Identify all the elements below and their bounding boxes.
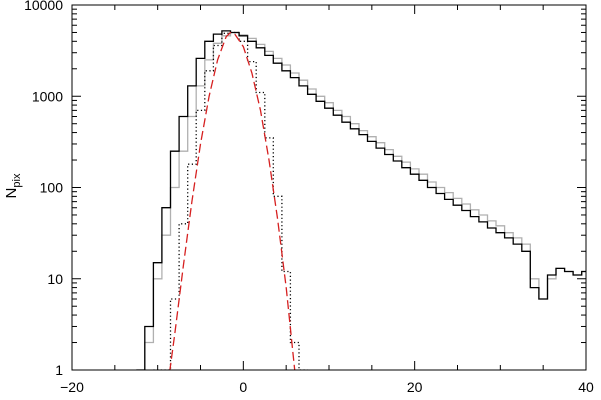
plot-series <box>136 30 586 370</box>
plot-frame <box>71 4 587 371</box>
x-tick-label: −20 <box>60 379 84 395</box>
y-tick-label: 1000 <box>32 88 63 104</box>
x-tick-label: 40 <box>578 379 594 395</box>
y-axis-title-main: N <box>3 188 20 199</box>
y-axis-title-subscript: pix <box>11 173 23 188</box>
y-tick-label: 100 <box>40 180 64 196</box>
series-line-3 <box>169 31 296 370</box>
x-tick-label: 0 <box>239 379 247 395</box>
y-axis-title: Npix <box>3 173 23 198</box>
series-line-0 <box>136 31 586 370</box>
x-tick-label: 20 <box>407 379 423 395</box>
axes: −20 0 20 40 1 10 100 1000 10000 <box>24 0 594 395</box>
y-tick-label: 10 <box>47 271 63 287</box>
series-line-1 <box>136 30 586 370</box>
y-tick-label: 1 <box>55 362 63 378</box>
y-tick-label: 10000 <box>24 0 63 13</box>
